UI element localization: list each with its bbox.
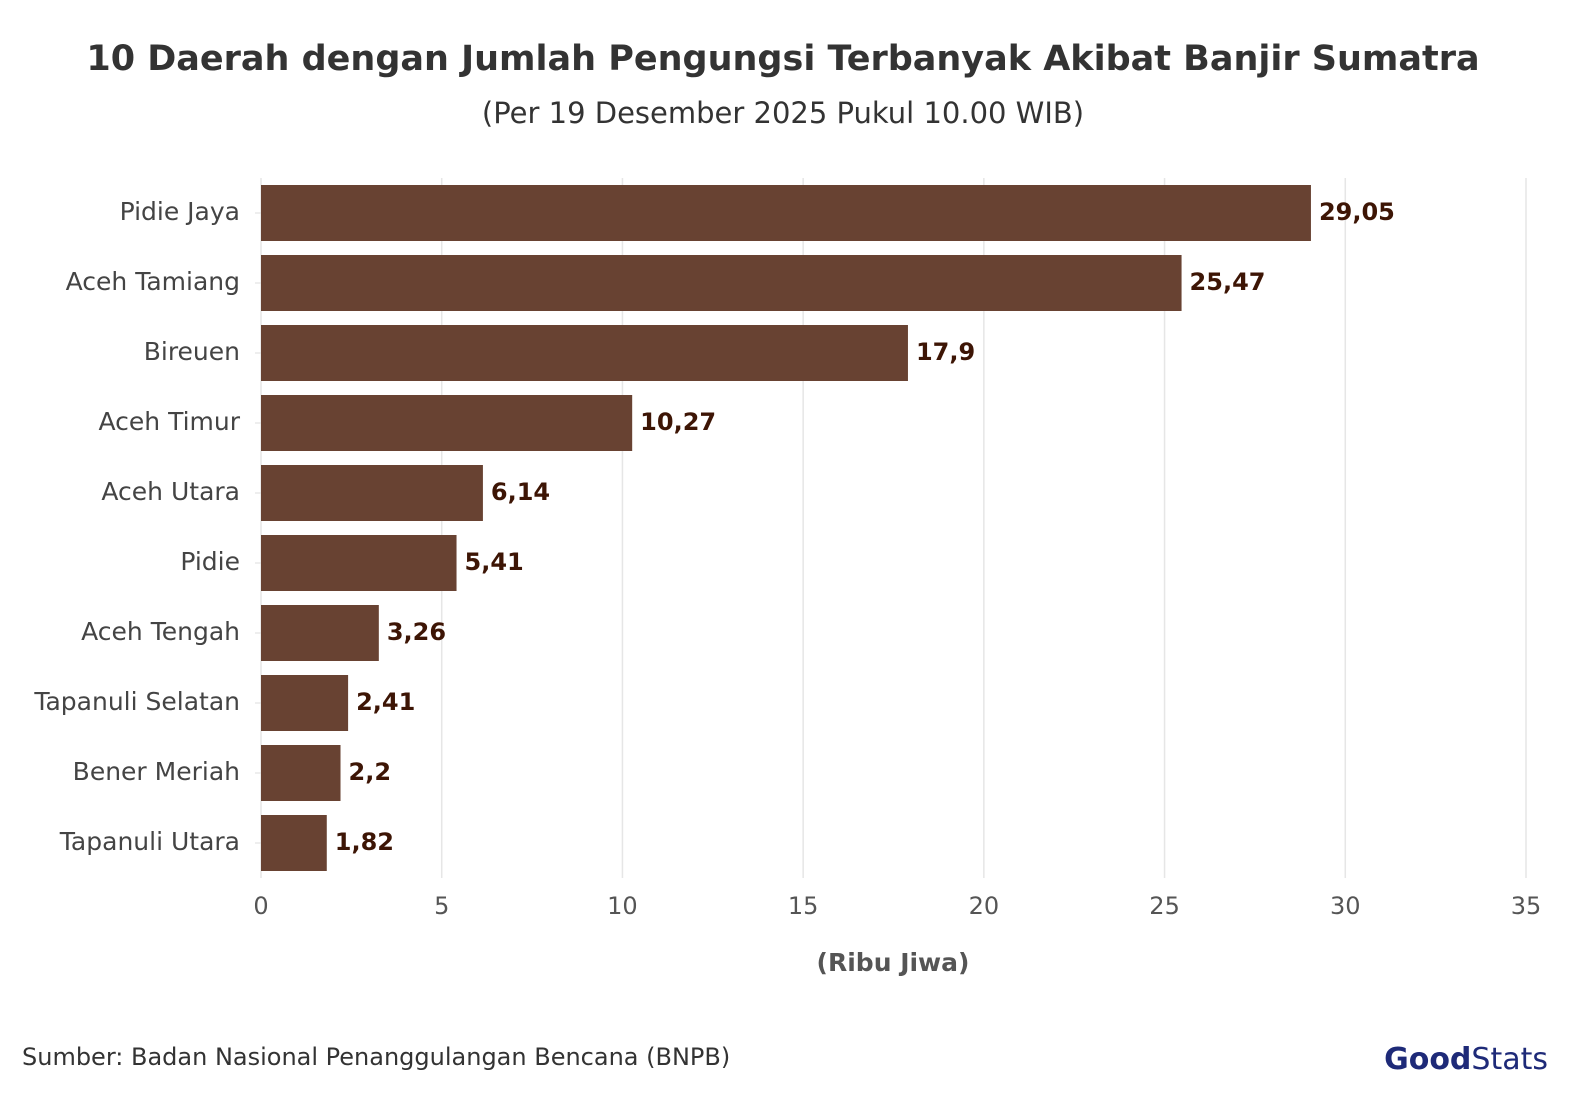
x-tick-label: 15 bbox=[788, 892, 819, 920]
bar bbox=[261, 535, 457, 591]
logo-part: Good bbox=[1384, 1042, 1471, 1077]
value-label: 10,27 bbox=[640, 408, 716, 436]
y-tick-label: Tapanuli Utara bbox=[59, 827, 240, 856]
value-label: 6,14 bbox=[491, 478, 550, 506]
y-tick-label: Aceh Tamiang bbox=[66, 267, 240, 296]
x-tick-label: 20 bbox=[969, 892, 1000, 920]
bar bbox=[261, 255, 1182, 311]
bar bbox=[261, 185, 1311, 241]
x-axis-label: (Ribu Jiwa) bbox=[817, 948, 970, 977]
bar bbox=[261, 395, 633, 451]
source: Sumber: Badan Nasional Penanggulangan Be… bbox=[22, 1043, 730, 1071]
y-tick-label: Bireuen bbox=[144, 337, 240, 366]
y-tick-label: Pidie Jaya bbox=[120, 197, 240, 226]
logo-part: Stats bbox=[1471, 1042, 1548, 1077]
value-label: 17,9 bbox=[916, 338, 975, 366]
bar bbox=[261, 605, 379, 661]
value-label: 29,05 bbox=[1319, 198, 1395, 226]
y-tick-label: Tapanuli Selatan bbox=[33, 687, 240, 716]
bar bbox=[261, 815, 327, 871]
logo: GoodStats bbox=[1384, 1042, 1548, 1077]
x-tick-label: 30 bbox=[1330, 892, 1361, 920]
x-tick-label: 5 bbox=[434, 892, 449, 920]
y-tick-label: Bener Meriah bbox=[73, 757, 240, 786]
y-tick-label: Aceh Tengah bbox=[81, 617, 240, 646]
bar bbox=[261, 325, 908, 381]
y-tick-label: Aceh Timur bbox=[98, 407, 240, 436]
x-tick-label: 35 bbox=[1511, 892, 1542, 920]
value-label: 2,2 bbox=[349, 758, 392, 786]
value-label: 5,41 bbox=[465, 548, 524, 576]
y-tick-label: Aceh Utara bbox=[101, 477, 240, 506]
x-tick-label: 0 bbox=[253, 892, 268, 920]
y-tick-label: Pidie bbox=[180, 547, 240, 576]
value-label: 2,41 bbox=[356, 688, 415, 716]
x-tick-label: 10 bbox=[607, 892, 638, 920]
value-label: 3,26 bbox=[387, 618, 446, 646]
x-tick-label: 25 bbox=[1149, 892, 1180, 920]
value-label: 1,82 bbox=[335, 828, 394, 856]
bar bbox=[261, 745, 341, 801]
bar bbox=[261, 675, 349, 731]
chart-subtitle: (Per 19 Desember 2025 Pukul 10.00 WIB) bbox=[482, 96, 1084, 130]
chart-title: 10 Daerah dengan Jumlah Pengungsi Terban… bbox=[86, 39, 1479, 79]
value-label: 25,47 bbox=[1190, 268, 1266, 296]
bar bbox=[261, 465, 483, 521]
